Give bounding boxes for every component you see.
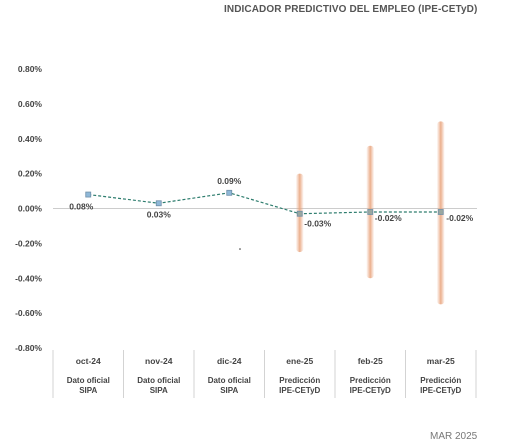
chart-title: INDICADOR PREDICTIVO DEL EMPLEO (IPE-CET… [224, 4, 478, 15]
y-tick-label: -0.40% [15, 273, 42, 283]
category-sublabel: IPE-CETyD [420, 386, 461, 395]
category-label: feb-25 [358, 356, 383, 366]
category-sublabel: Predicción [350, 376, 391, 385]
stray-dot [239, 248, 241, 250]
category-label: dic-24 [217, 356, 242, 366]
category-sublabel: IPE-CETyD [350, 386, 391, 395]
series-line [88, 192, 441, 215]
category-sublabel: SIPA [150, 386, 168, 395]
y-tick-label: 0.80% [18, 64, 43, 74]
date-footer: MAR 2025 [430, 431, 478, 442]
category-label: nov-24 [145, 356, 173, 366]
category-sublabel: Predicción [420, 376, 461, 385]
y-tick-label: 0.20% [18, 169, 43, 179]
category-sublabel: Dato oficial [137, 376, 180, 385]
data-point [226, 189, 233, 196]
y-tick-label: -0.60% [15, 308, 42, 318]
data-label: 0.09% [217, 176, 242, 186]
data-label: -0.02% [446, 213, 473, 223]
category-label: ene-25 [286, 356, 313, 366]
data-label: 0.03% [147, 209, 172, 219]
y-tick-label: 0.40% [18, 134, 43, 144]
data-point [155, 200, 162, 207]
y-tick-label: -0.20% [15, 238, 42, 248]
category-sublabel: IPE-CETyD [279, 386, 320, 395]
category-label: mar-25 [427, 356, 455, 366]
data-point [85, 191, 92, 198]
data-label: 0.08% [69, 202, 94, 212]
data-point [437, 209, 444, 215]
y-tick-label: 0.00% [18, 204, 43, 214]
y-tick-label: 0.60% [18, 99, 43, 109]
category-sublabel: Dato oficial [208, 376, 251, 385]
data-label: -0.03% [304, 219, 331, 229]
y-tick-label: -0.80% [15, 343, 42, 353]
data-point [296, 210, 303, 217]
category-sublabel: SIPA [220, 386, 238, 395]
category-label: oct-24 [76, 356, 101, 366]
data-label: -0.02% [375, 213, 402, 223]
category-sublabel: Predicción [279, 376, 320, 385]
category-sublabel: SIPA [79, 386, 97, 395]
category-sublabel: Dato oficial [67, 376, 110, 385]
data-point [367, 209, 374, 215]
